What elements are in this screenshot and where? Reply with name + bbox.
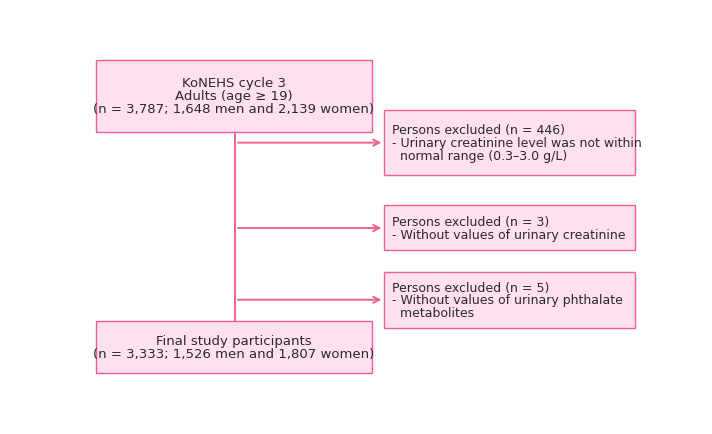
Text: Adults (age ≥ 19): Adults (age ≥ 19): [174, 90, 293, 103]
Text: Persons excluded (n = 446): Persons excluded (n = 446): [392, 124, 565, 137]
Text: (n = 3,787; 1,648 men and 2,139 women): (n = 3,787; 1,648 men and 2,139 women): [93, 103, 374, 116]
Text: - Without values of urinary creatinine: - Without values of urinary creatinine: [392, 228, 626, 241]
Text: Persons excluded (n = 5): Persons excluded (n = 5): [392, 281, 550, 294]
Text: - Without values of urinary phthalate: - Without values of urinary phthalate: [392, 294, 624, 307]
Text: Persons excluded (n = 3): Persons excluded (n = 3): [392, 216, 550, 228]
FancyBboxPatch shape: [384, 111, 635, 176]
Text: (n = 3,333; 1,526 men and 1,807 women): (n = 3,333; 1,526 men and 1,807 women): [93, 347, 375, 360]
Text: metabolites: metabolites: [392, 306, 475, 319]
Text: normal range (0.3–3.0 g/L): normal range (0.3–3.0 g/L): [392, 149, 567, 162]
Text: - Urinary creatinine level was not within: - Urinary creatinine level was not withi…: [392, 137, 642, 150]
Text: KoNEHS cycle 3: KoNEHS cycle 3: [182, 76, 286, 89]
FancyBboxPatch shape: [95, 321, 372, 373]
Text: Final study participants: Final study participants: [156, 334, 311, 347]
FancyBboxPatch shape: [384, 206, 635, 251]
FancyBboxPatch shape: [95, 60, 372, 132]
FancyBboxPatch shape: [384, 273, 635, 328]
